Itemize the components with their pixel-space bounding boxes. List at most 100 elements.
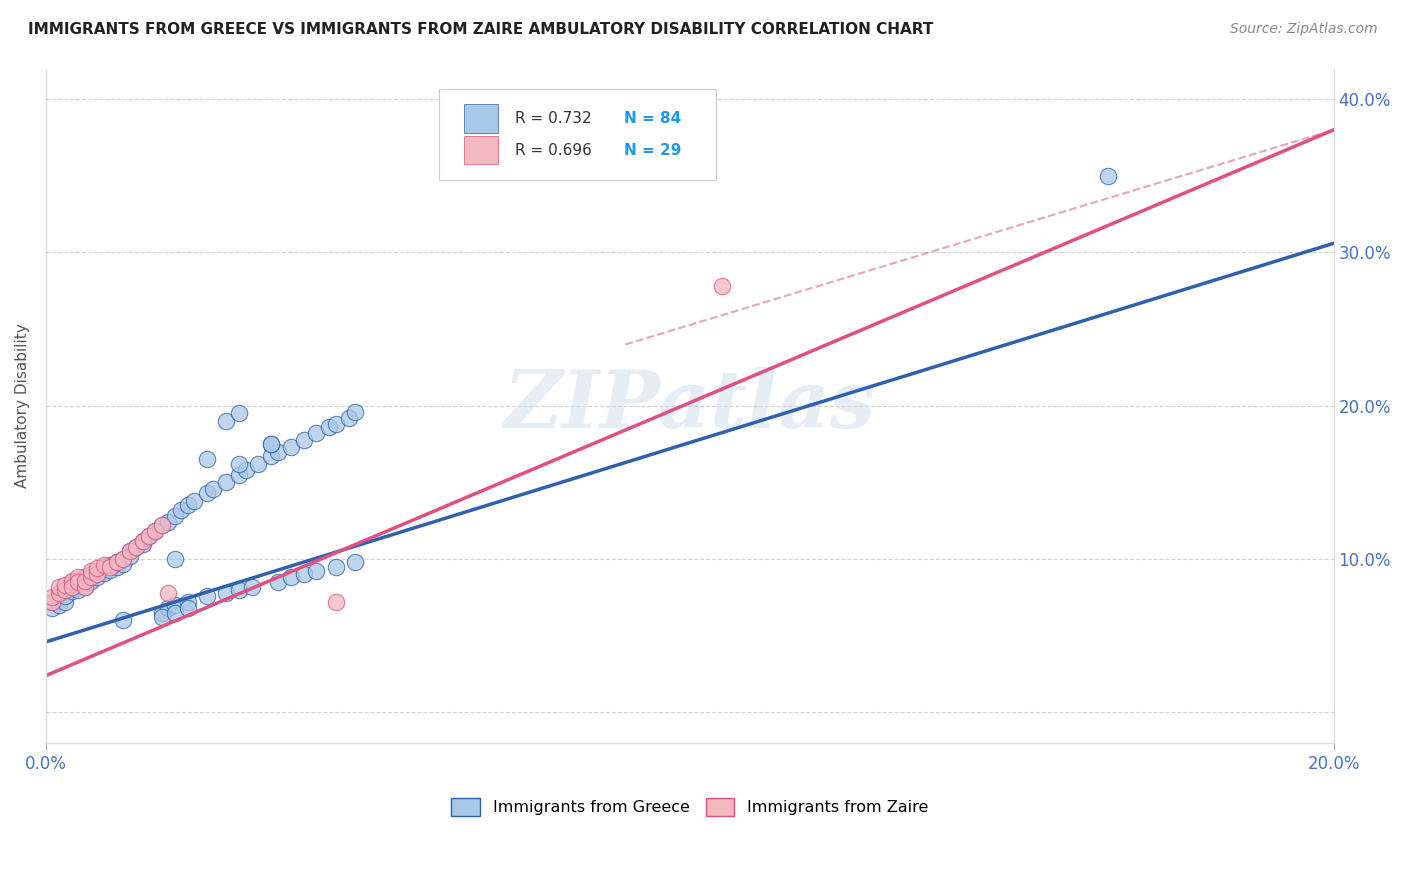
Point (60, 584, 83, 599)
Text: ZIPatlas: ZIPatlas (503, 367, 876, 444)
Point (105, 555, 128, 569)
Point (67, 570, 90, 584)
Point (163, 598, 186, 612)
Point (163, 606, 186, 620)
Point (195, 452, 218, 467)
Point (267, 575, 290, 590)
Point (93, 566, 115, 580)
Point (138, 529, 160, 543)
Point (131, 537, 153, 551)
Point (48, 598, 70, 612)
Point (325, 417, 347, 432)
Point (67, 582, 90, 597)
Point (176, 601, 198, 615)
Point (228, 582, 250, 597)
Point (202, 482, 225, 496)
Point (112, 552, 135, 566)
Point (105, 555, 128, 569)
Point (80, 574, 103, 588)
Text: N = 84: N = 84 (624, 111, 682, 126)
Point (53, 582, 76, 597)
Point (105, 559, 128, 574)
Point (280, 570, 302, 584)
Point (86, 570, 108, 584)
Point (112, 614, 135, 628)
Point (67, 575, 90, 590)
Point (125, 540, 148, 554)
Point (157, 586, 180, 600)
Point (195, 486, 218, 500)
Point (98, 559, 121, 574)
Point (41, 595, 63, 609)
Point (325, 559, 347, 574)
Point (150, 518, 173, 533)
Point (240, 580, 263, 594)
Point (267, 444, 290, 458)
Point (48, 591, 70, 605)
Point (73, 576, 96, 591)
Point (73, 570, 96, 584)
Point (318, 420, 340, 434)
Point (53, 595, 76, 609)
Point (260, 437, 283, 451)
Point (112, 557, 135, 571)
FancyBboxPatch shape (439, 89, 716, 180)
Point (260, 450, 283, 464)
Point (125, 540, 148, 554)
Point (1097, 169, 1119, 183)
Point (228, 407, 250, 421)
Point (98, 558, 121, 573)
Point (145, 524, 167, 539)
Point (711, 279, 734, 293)
Point (118, 544, 141, 558)
Legend: Immigrants from Greece, Immigrants from Zaire: Immigrants from Greece, Immigrants from … (444, 791, 935, 822)
Point (150, 606, 173, 620)
Point (215, 586, 238, 600)
Point (247, 457, 270, 471)
Point (131, 533, 153, 548)
Point (67, 574, 90, 588)
Point (292, 567, 315, 582)
Point (292, 433, 315, 447)
Point (48, 580, 70, 594)
Point (60, 580, 83, 594)
Point (118, 549, 141, 563)
Point (337, 411, 360, 425)
Text: IMMIGRANTS FROM GREECE VS IMMIGRANTS FROM ZAIRE AMBULATORY DISABILITY CORRELATIO: IMMIGRANTS FROM GREECE VS IMMIGRANTS FRO… (28, 22, 934, 37)
Point (176, 595, 198, 609)
Point (145, 524, 167, 539)
Point (80, 565, 103, 579)
Point (93, 559, 115, 574)
Point (41, 595, 63, 609)
Point (305, 565, 328, 579)
Point (60, 580, 83, 594)
Point (80, 567, 103, 582)
Point (280, 440, 302, 454)
Point (86, 561, 108, 575)
Point (48, 586, 70, 600)
Point (163, 509, 186, 524)
Point (305, 426, 328, 441)
Point (53, 589, 76, 603)
Point (67, 578, 90, 592)
Text: Source: ZipAtlas.com: Source: ZipAtlas.com (1230, 22, 1378, 37)
Point (228, 467, 250, 482)
Point (195, 589, 218, 603)
Point (215, 414, 238, 428)
Point (48, 586, 70, 600)
Point (157, 601, 180, 615)
FancyBboxPatch shape (464, 136, 498, 164)
Point (41, 601, 63, 615)
FancyBboxPatch shape (464, 104, 498, 133)
Point (260, 437, 283, 451)
Y-axis label: Ambulatory Disability: Ambulatory Disability (15, 324, 30, 488)
Text: N = 29: N = 29 (624, 143, 682, 158)
Text: R = 0.696: R = 0.696 (515, 143, 592, 158)
Point (138, 529, 160, 543)
Point (343, 555, 366, 569)
Point (215, 475, 238, 490)
Point (73, 574, 96, 588)
Point (98, 563, 121, 577)
Point (80, 570, 103, 584)
Text: R = 0.732: R = 0.732 (515, 111, 592, 126)
